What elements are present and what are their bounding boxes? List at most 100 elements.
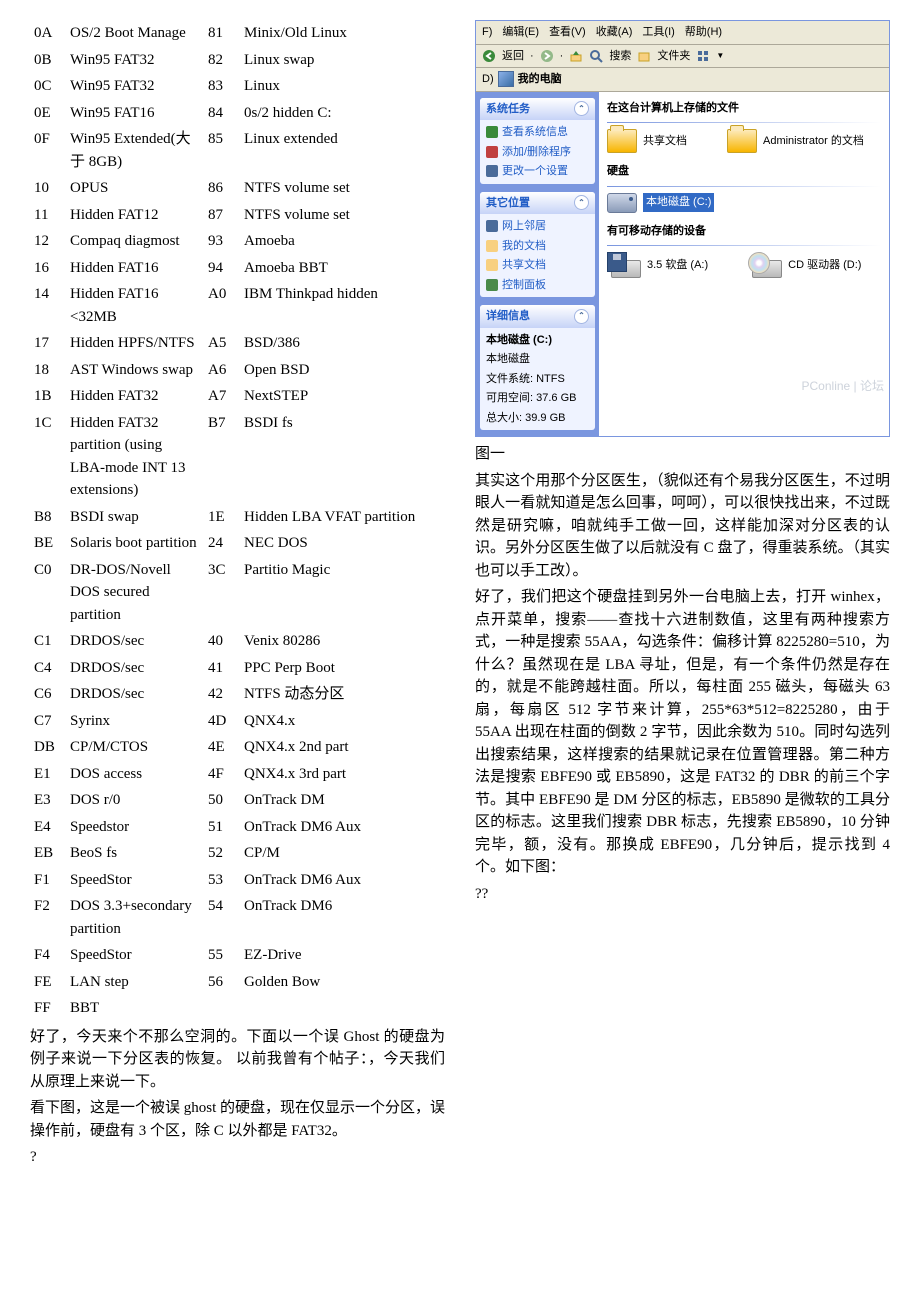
partition-type-table: 0AOS/2 Boot Manage81Minix/Old Linux0BWin… <box>30 20 445 1022</box>
table-row: C6DRDOS/sec42NTFS 动态分区 <box>30 681 445 708</box>
table-row: E3DOS r/050OnTrack DM <box>30 787 445 814</box>
table-cell: 83 <box>204 73 240 100</box>
table-cell: Compaq diagmost <box>66 228 204 255</box>
table-cell: A7 <box>204 383 240 410</box>
table-row: 12Compaq diagmost93Amoeba <box>30 228 445 255</box>
table-cell: 24 <box>204 530 240 557</box>
watermark: PConline | 论坛 <box>802 377 884 395</box>
local-disk-label: 本地磁盘 (C:) <box>643 193 714 212</box>
table-cell: 53 <box>204 867 240 894</box>
table-cell: SpeedStor <box>66 867 204 894</box>
toolbar: 返回 · · 搜索 文件夹 ▼ <box>476 45 889 69</box>
details-total: 总大小: 39.9 GB <box>486 410 589 427</box>
table-cell: 87 <box>204 202 240 229</box>
menu-item[interactable]: F) <box>482 24 492 41</box>
menu-item[interactable]: 收藏(A) <box>596 24 633 41</box>
table-cell: 1E <box>204 504 240 531</box>
table-row: 10OPUS86NTFS volume set <box>30 175 445 202</box>
table-cell: DR-DOS/Novell DOS secured partition <box>66 557 204 629</box>
table-cell: 11 <box>30 202 66 229</box>
table-cell: EB <box>30 840 66 867</box>
sidebar-task-link[interactable]: 更改一个设置 <box>486 163 589 180</box>
table-row: 1CHidden FAT32 partition (using LBA-mode… <box>30 410 445 504</box>
table-cell: C1 <box>30 628 66 655</box>
menu-item[interactable]: 工具(I) <box>642 24 674 41</box>
table-cell: Venix 80286 <box>240 628 445 655</box>
table-cell: DRDOS/sec <box>66 628 204 655</box>
other-places-panel: 其它位置⌃ 网上邻居我的文档共享文档控制面板 <box>480 192 595 298</box>
place-icon <box>486 279 498 291</box>
table-row: E4Speedstor51OnTrack DM6 Aux <box>30 814 445 841</box>
table-cell: 50 <box>204 787 240 814</box>
table-cell: A6 <box>204 357 240 384</box>
table-row: C7Syrinx4DQNX4.x <box>30 708 445 735</box>
details-title: 详细信息 <box>486 308 530 325</box>
sidebar-place-link[interactable]: 我的文档 <box>486 238 589 255</box>
menu-item[interactable]: 编辑(E) <box>502 24 539 41</box>
figure-1-caption: 图一 <box>475 443 890 466</box>
table-cell: B7 <box>204 410 240 504</box>
paragraph-2b: ? <box>30 1146 445 1169</box>
table-cell: 85 <box>204 126 240 175</box>
table-cell: 54 <box>204 893 240 942</box>
table-cell: 16 <box>30 255 66 282</box>
table-cell: 12 <box>30 228 66 255</box>
sidebar-task-link[interactable]: 添加/删除程序 <box>486 144 589 161</box>
sidebar-task-link[interactable]: 查看系统信息 <box>486 124 589 141</box>
table-cell: C0 <box>30 557 66 629</box>
table-cell: FF <box>30 995 66 1022</box>
table-cell: A5 <box>204 330 240 357</box>
table-cell: E4 <box>30 814 66 841</box>
table-cell: DRDOS/sec <box>66 681 204 708</box>
menu-item[interactable]: 帮助(H) <box>685 24 722 41</box>
section-stored-files: 在这台计算机上存储的文件 <box>607 98 881 121</box>
table-row: E1DOS access4FQNX4.x 3rd part <box>30 761 445 788</box>
floppy-icon <box>607 252 641 278</box>
table-cell: 40 <box>204 628 240 655</box>
task-label: 更改一个设置 <box>502 163 568 180</box>
task-label: 查看系统信息 <box>502 124 568 141</box>
table-row: DBCP/M/CTOS4EQNX4.x 2nd part <box>30 734 445 761</box>
table-cell <box>204 995 240 1022</box>
table-cell: 0F <box>30 126 66 175</box>
sidebar-place-link[interactable]: 网上邻居 <box>486 218 589 235</box>
task-icon <box>486 146 498 158</box>
sidebar-place-link[interactable]: 控制面板 <box>486 277 589 294</box>
chevron-icon: ⌃ <box>574 195 589 210</box>
table-cell: Golden Bow <box>240 969 445 996</box>
table-cell: DOS 3.3+secondary partition <box>66 893 204 942</box>
table-cell: F2 <box>30 893 66 942</box>
toolbar-sep: · <box>530 48 534 65</box>
table-cell: Win95 Extended(大于 8GB) <box>66 126 204 175</box>
table-cell: C7 <box>30 708 66 735</box>
table-cell: 1C <box>30 410 66 504</box>
details-fs: 文件系统: NTFS <box>486 371 589 388</box>
menu-item[interactable]: 查看(V) <box>549 24 586 41</box>
sidebar: 系统任务⌃ 查看系统信息添加/删除程序更改一个设置 其它位置⌃ 网上邻居我的文档… <box>476 92 599 437</box>
section-disks: 硬盘 <box>607 161 881 184</box>
chevron-icon: ⌃ <box>574 101 589 116</box>
folders-icon <box>637 49 651 63</box>
table-cell: 18 <box>30 357 66 384</box>
table-cell: PPC Perp Boot <box>240 655 445 682</box>
cd-icon <box>748 252 782 278</box>
table-cell: 10 <box>30 175 66 202</box>
table-row: 16Hidden FAT1694Amoeba BBT <box>30 255 445 282</box>
table-cell: Amoeba <box>240 228 445 255</box>
table-row: FELAN step56Golden Bow <box>30 969 445 996</box>
table-cell: 41 <box>204 655 240 682</box>
table-row: 0FWin95 Extended(大于 8GB)85Linux extended <box>30 126 445 175</box>
menubar: F) 编辑(E) 查看(V) 收藏(A) 工具(I) 帮助(H) <box>476 21 889 45</box>
table-cell: OnTrack DM6 Aux <box>240 867 445 894</box>
toolbar-sep: · <box>560 48 564 65</box>
sidebar-place-link[interactable]: 共享文档 <box>486 257 589 274</box>
table-cell: OS/2 Boot Manage <box>66 20 204 47</box>
table-cell: BBT <box>66 995 204 1022</box>
table-cell: 0C <box>30 73 66 100</box>
table-cell: 4F <box>204 761 240 788</box>
details-type: 本地磁盘 <box>486 351 589 368</box>
table-cell: 4E <box>204 734 240 761</box>
table-cell: BSDI swap <box>66 504 204 531</box>
table-row: C0DR-DOS/Novell DOS secured partition3CP… <box>30 557 445 629</box>
table-cell: NEC DOS <box>240 530 445 557</box>
